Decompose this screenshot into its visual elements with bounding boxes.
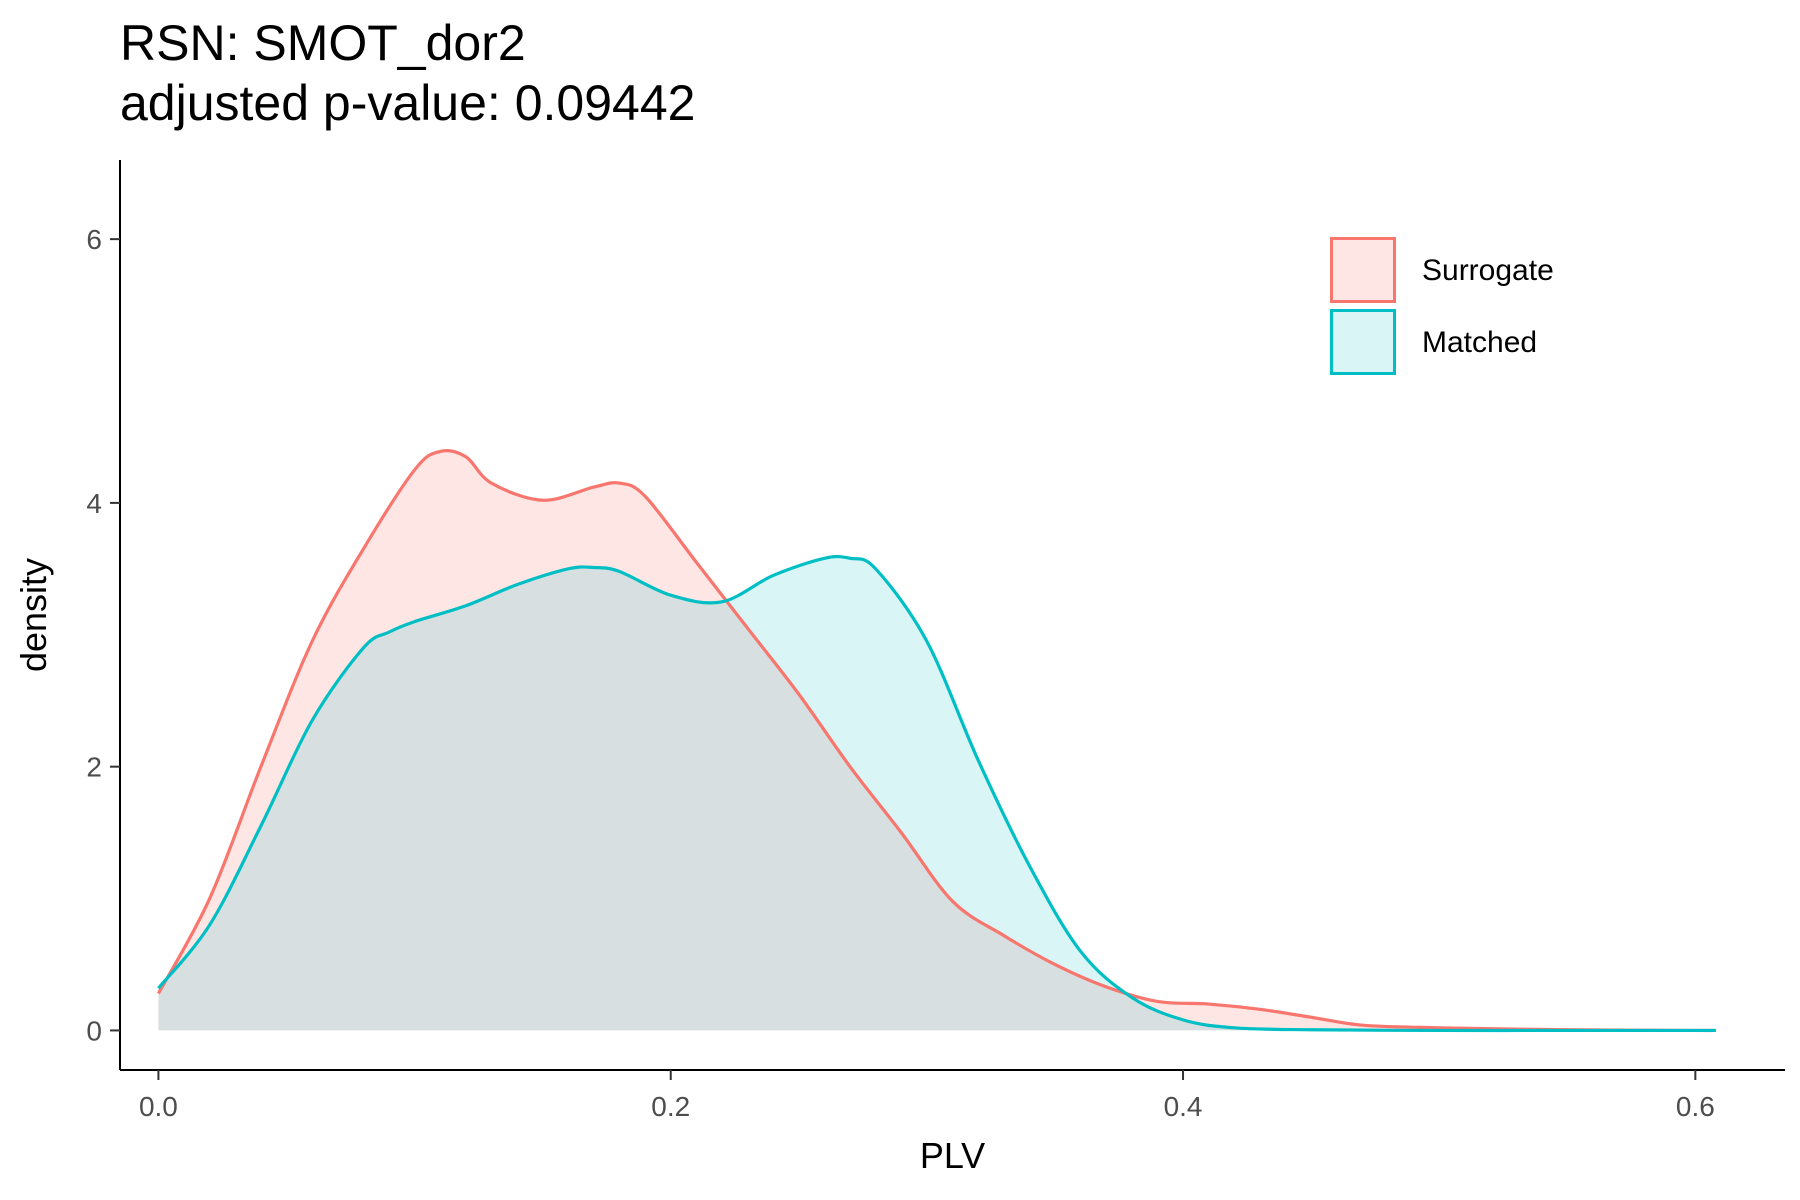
x-tick-label: 0.0 (139, 1091, 178, 1122)
chart-subtitle: adjusted p-value: 0.09442 (120, 75, 696, 131)
legend-key-bg-matched (1330, 309, 1396, 375)
legend-key-surrogate (1330, 237, 1396, 303)
axes: 0.0 0.2 0.4 0.6 0 2 4 6 (86, 160, 1785, 1122)
legend-key-bg-surrogate (1330, 237, 1396, 303)
matched-density-area (158, 556, 1716, 1031)
surrogate-density-line (157, 449, 1716, 1033)
density-areas (157, 449, 1716, 1033)
legend: Surrogate Matched (1330, 237, 1554, 375)
y-axis-label: density (13, 558, 54, 672)
legend-label-matched: Matched (1422, 326, 1537, 359)
x-tick-label: 0.2 (651, 1091, 690, 1122)
y-tick-label: 4 (86, 488, 102, 519)
x-tick-label: 0.6 (1676, 1091, 1715, 1122)
chart-title: RSN: SMOT_dor2 (120, 15, 526, 71)
legend-label-surrogate: Surrogate (1422, 254, 1554, 287)
x-axis-label: PLV (920, 1135, 985, 1176)
legend-key-matched (1330, 309, 1396, 375)
x-tick-label: 0.4 (1164, 1091, 1203, 1122)
surrogate-density-area (158, 450, 1716, 1031)
matched-density-line (157, 554, 1716, 1033)
y-tick-label: 2 (86, 752, 102, 783)
y-tick-label: 0 (86, 1015, 102, 1046)
y-tick-label: 6 (86, 224, 102, 255)
